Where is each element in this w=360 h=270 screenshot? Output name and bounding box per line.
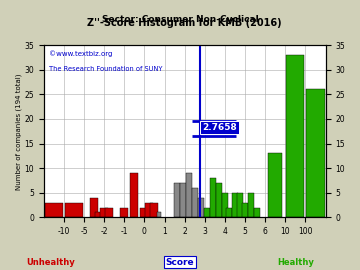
Bar <box>254 208 260 217</box>
Bar <box>226 208 232 217</box>
Text: Unhealthy: Unhealthy <box>26 258 75 266</box>
Bar <box>192 188 198 217</box>
Bar <box>130 173 138 217</box>
Bar <box>242 202 248 217</box>
Text: Sector: Consumer Non-Cyclical: Sector: Consumer Non-Cyclical <box>102 15 258 24</box>
Bar <box>100 208 108 217</box>
Bar <box>216 183 222 217</box>
Bar <box>232 193 238 217</box>
Title: Z''-Score Histogram for KMB (2016): Z''-Score Histogram for KMB (2016) <box>87 18 282 28</box>
Text: ©www.textbiz.org: ©www.textbiz.org <box>49 50 113 57</box>
Bar <box>210 178 216 217</box>
Bar <box>140 208 148 217</box>
Bar <box>186 173 192 217</box>
Bar <box>145 202 153 217</box>
Bar <box>204 208 210 217</box>
Bar <box>268 153 282 217</box>
Bar <box>174 183 180 217</box>
Bar <box>157 212 162 217</box>
Bar <box>95 212 103 217</box>
Text: Score: Score <box>166 258 194 266</box>
Bar <box>65 202 83 217</box>
Text: The Research Foundation of SUNY: The Research Foundation of SUNY <box>49 66 163 72</box>
Bar <box>105 208 113 217</box>
Bar <box>45 202 63 217</box>
Bar <box>198 198 204 217</box>
Bar <box>248 193 254 217</box>
Bar <box>150 202 158 217</box>
Bar <box>237 193 243 217</box>
Bar <box>90 198 98 217</box>
Bar <box>306 89 324 217</box>
Bar <box>286 55 305 217</box>
Bar <box>222 193 228 217</box>
Y-axis label: Number of companies (194 total): Number of companies (194 total) <box>15 73 22 190</box>
Text: 2.7658: 2.7658 <box>202 123 237 132</box>
Bar <box>180 183 186 217</box>
Bar <box>120 208 128 217</box>
Text: Healthy: Healthy <box>277 258 314 266</box>
